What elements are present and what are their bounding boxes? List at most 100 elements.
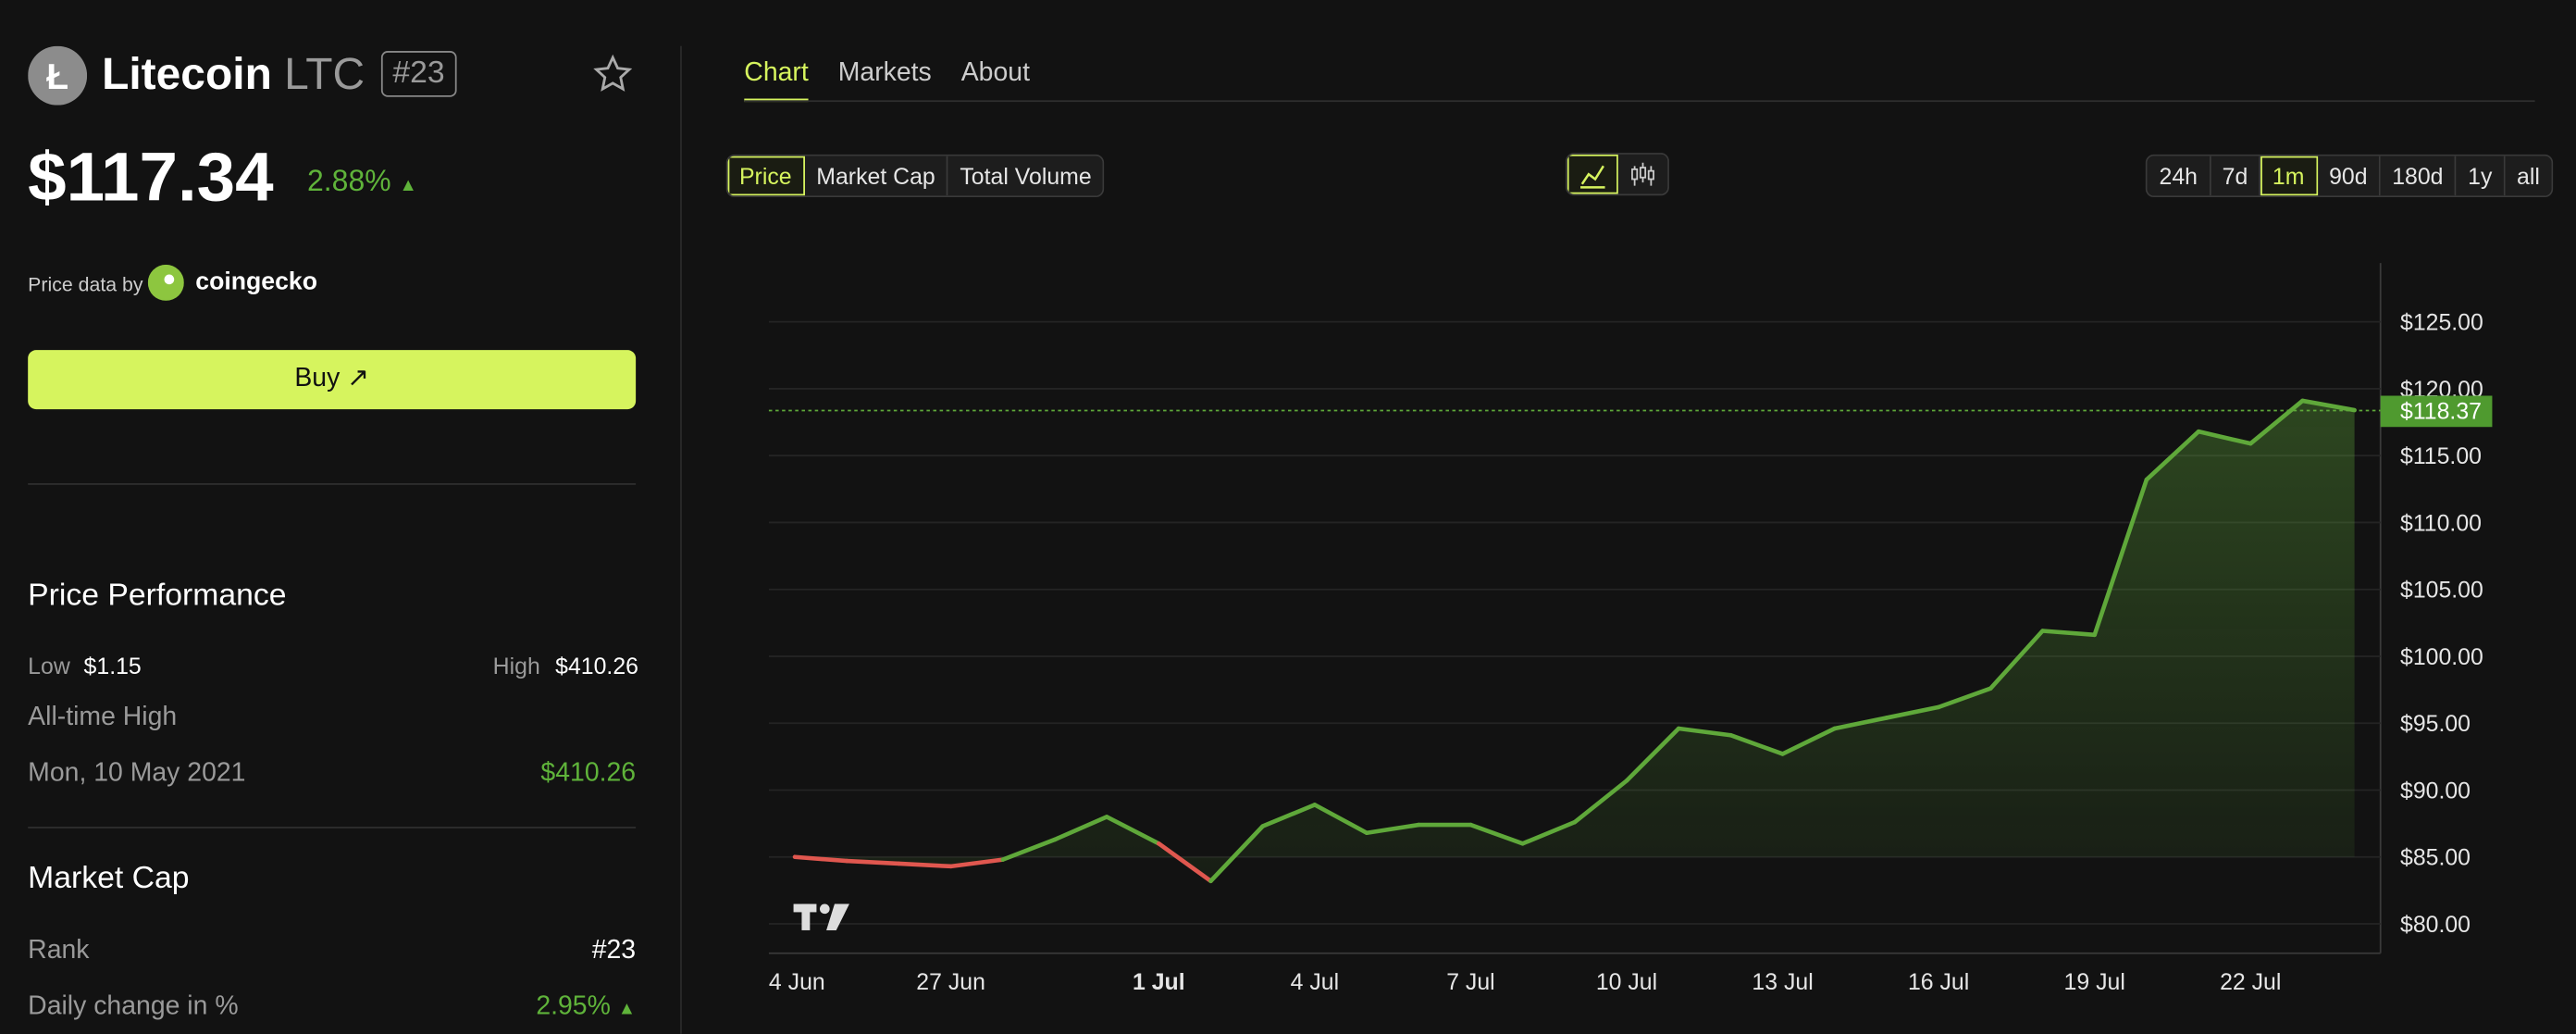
price-segment <box>1157 841 1213 884</box>
coin-rank: #23 <box>380 51 457 97</box>
price-change-value: 2.88% <box>307 164 391 198</box>
metric-button[interactable]: Price <box>727 156 805 196</box>
x-tick-label: 19 Jul <box>2064 970 2125 995</box>
line-chart-button[interactable] <box>1567 154 1618 194</box>
y-tick-label: $125.00 <box>2400 311 2483 336</box>
y-tick-label: $90.00 <box>2400 779 2471 804</box>
ath-date: Mon, 10 May 2021 <box>28 759 246 788</box>
performance-title: Price Performance <box>28 578 287 614</box>
x-tick-label: 13 Jul <box>1752 970 1813 995</box>
price-segment <box>1000 837 1058 862</box>
y-tick-label: $110.00 <box>2400 511 2482 536</box>
tabs: Chart Markets About <box>744 58 1030 103</box>
divider <box>28 827 637 828</box>
price-source-label: Price data by <box>28 272 143 296</box>
candle-chart-button[interactable] <box>1617 154 1668 194</box>
x-tick-label: 10 Jul <box>1596 970 1657 995</box>
price-segment <box>844 858 901 866</box>
coin-logo: Ł <box>28 45 88 106</box>
price-segment <box>1208 824 1266 884</box>
metric-button[interactable]: Market Cap <box>804 156 948 196</box>
price-segment <box>1728 732 1785 756</box>
price-chart: $80.00 $85.00 $90.00 $95.00 $100.00 $105.00 $1… <box>768 263 2493 995</box>
daily-change: 2.95% ▲ <box>536 992 637 1021</box>
price-segment <box>1104 815 1161 846</box>
price-segment <box>2196 429 2253 446</box>
low-value: $1.15 <box>83 652 142 679</box>
x-tick-label: 7 Jul <box>1446 970 1494 995</box>
chart-style-buttons <box>1566 153 1669 196</box>
price-segment <box>1676 726 1733 738</box>
price-segment <box>1988 629 2045 691</box>
price-area <box>795 400 2355 881</box>
range-button[interactable]: 180d <box>2380 156 2457 196</box>
price-segment <box>1624 726 1681 783</box>
x-tick-label: 27 Jun <box>916 970 985 995</box>
buy-button[interactable]: Buy ↗ <box>28 350 637 410</box>
last-price-label: $118.37 <box>2400 399 2482 424</box>
svg-text:Ł: Ł <box>46 57 68 97</box>
y-tick-label: $85.00 <box>2400 846 2471 871</box>
low-label: Low <box>28 652 70 679</box>
price-segment <box>2248 398 2305 446</box>
price-segment <box>1780 726 1838 756</box>
y-tick-label: $105.00 <box>2400 579 2483 604</box>
price-source-provider: coingecko <box>195 268 318 296</box>
price-segment <box>1260 803 1318 828</box>
tab[interactable]: About <box>960 58 1030 88</box>
range-buttons: 24h 7d 1m 90d 180d 1y all <box>2146 154 2554 198</box>
high-label: High <box>492 652 540 679</box>
price-segment <box>1936 686 1993 710</box>
range-button[interactable]: 1y <box>2456 156 2506 196</box>
daily-change-value: 2.95% <box>536 992 611 1021</box>
x-tick-label: 16 Jul <box>1908 970 1969 995</box>
last-price-tag <box>2380 395 2493 428</box>
daily-change-label: Daily change in % <box>28 992 239 1021</box>
tabs-divider <box>744 100 2535 103</box>
x-tick-label: 22 Jul <box>2220 970 2281 995</box>
metric-button[interactable]: Total Volume <box>947 156 1104 196</box>
range-button[interactable]: all <box>2505 156 2552 196</box>
price-segment <box>1312 803 1369 836</box>
price-segment <box>1520 819 1578 846</box>
price-segment <box>948 857 1006 869</box>
rank-value: #23 <box>591 937 637 965</box>
ath-value: $410.26 <box>540 759 637 788</box>
x-tick-label: 4 Jul <box>1291 970 1339 995</box>
y-tick-label: $80.00 <box>2400 913 2471 938</box>
metric-buttons: Price Market Cap Total Volume <box>725 154 1105 198</box>
price-segment <box>792 854 849 864</box>
favorite-star[interactable] <box>593 54 633 94</box>
range-button[interactable]: 24h <box>2148 156 2211 196</box>
price-segment <box>2040 629 2097 638</box>
y-tick-label: $115.00 <box>2400 444 2482 469</box>
x-tick-label: 1 Jul <box>1133 970 1185 995</box>
price-segment <box>1364 822 1421 836</box>
divider <box>28 482 637 485</box>
x-tick-label: 4 Jun <box>769 970 825 995</box>
panel-divider <box>680 45 682 1034</box>
price-segment <box>1572 779 1629 825</box>
coin-name: Litecoin <box>102 49 272 99</box>
y-tick-label: $100.00 <box>2400 645 2483 670</box>
price-change: 2.88% ▲ <box>307 164 417 198</box>
price-segment <box>1468 822 1525 846</box>
price-segment <box>1884 704 1941 720</box>
price-segment <box>897 861 953 869</box>
price: $117.34 <box>28 138 274 216</box>
high-value: $410.26 <box>555 652 638 679</box>
price-segment <box>2300 398 2357 413</box>
range-button[interactable]: 1m <box>2260 156 2318 196</box>
tradingview-logo <box>793 903 849 930</box>
market-cap-title: Market Cap <box>28 861 190 896</box>
range-button[interactable]: 90d <box>2317 156 2381 196</box>
coingecko-logo <box>147 264 184 301</box>
price-segment <box>2092 477 2149 638</box>
rank-label: Rank <box>28 937 90 965</box>
price-segment <box>1832 716 1889 731</box>
tab[interactable]: Markets <box>837 58 932 88</box>
range-button[interactable]: 7d <box>2211 156 2261 196</box>
coin-symbol: LTC <box>284 49 365 99</box>
